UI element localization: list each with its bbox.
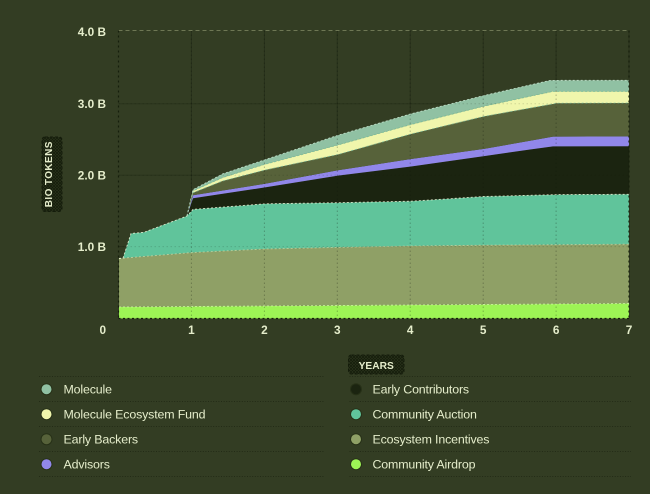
svg-text:Community Auction: Community Auction: [373, 408, 477, 422]
svg-text:Early Backers: Early Backers: [64, 433, 138, 447]
svg-text:Advisors: Advisors: [64, 458, 110, 472]
svg-text:BIO TOKENS: BIO TOKENS: [44, 141, 55, 207]
svg-text:Community Airdrop: Community Airdrop: [373, 458, 476, 472]
svg-text:Molecule Ecosystem Fund: Molecule Ecosystem Fund: [64, 408, 206, 422]
svg-text:Early Contributors: Early Contributors: [373, 383, 469, 397]
svg-text:5: 5: [480, 323, 487, 337]
svg-text:2: 2: [261, 323, 268, 337]
svg-text:1.0 B: 1.0 B: [78, 240, 106, 254]
svg-text:Ecosystem Incentives: Ecosystem Incentives: [373, 433, 490, 447]
svg-text:YEARS: YEARS: [359, 361, 394, 372]
svg-text:6: 6: [553, 323, 560, 337]
svg-text:7: 7: [626, 323, 633, 337]
svg-text:4: 4: [407, 323, 414, 337]
svg-text:3: 3: [334, 323, 341, 337]
svg-text:4.0 B: 4.0 B: [78, 25, 106, 39]
svg-text:0: 0: [99, 323, 106, 337]
svg-text:Molecule: Molecule: [64, 383, 113, 397]
svg-text:2.0 B: 2.0 B: [78, 169, 106, 183]
svg-text:3.0 B: 3.0 B: [78, 97, 106, 111]
svg-text:1: 1: [188, 323, 195, 337]
